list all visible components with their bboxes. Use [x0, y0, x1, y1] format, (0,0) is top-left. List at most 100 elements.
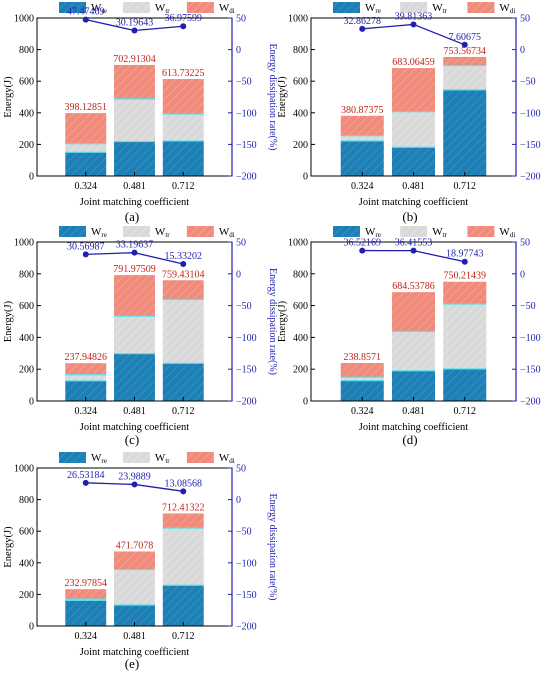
chart-panel: Wre Wtr Wdi 398.12851 702.91304 613.73225 0 200… — [3, 2, 278, 224]
panel-label: (d) — [402, 432, 417, 447]
y-tick-label: 800 — [19, 269, 34, 280]
y-axis-title: Energy(J) — [3, 526, 14, 568]
bar-w-di — [162, 513, 204, 529]
bar-w-tr — [162, 299, 204, 364]
dissipation-rate-point — [131, 27, 138, 34]
y2-axis-title: Energy dissipation rate(%) — [267, 493, 278, 600]
dissipation-rate-point — [82, 16, 89, 23]
bar-total-label: 232.97854 — [65, 578, 108, 589]
panel-label: (a) — [125, 209, 139, 224]
y2-tick-label: −150 — [520, 140, 541, 151]
legend-label-w-re: Wre — [91, 226, 107, 239]
y2-tick-label: −150 — [520, 365, 541, 376]
x-tick-label: 0.712 — [454, 406, 477, 417]
bar-total-label: 712.41322 — [162, 502, 205, 513]
x-axis-title: Joint matching coefficient — [359, 422, 469, 433]
dissipation-rate-point — [410, 247, 417, 254]
bar-total-label: 380.87375 — [341, 105, 384, 116]
y-tick-label: 600 — [19, 77, 34, 88]
bar-w-di — [391, 68, 436, 112]
y-axis-title: Energy(J) — [277, 300, 288, 342]
y-tick-label: 0 — [303, 397, 308, 408]
bar-total-label: 753.56734 — [444, 46, 487, 57]
dissipation-rate-point — [461, 41, 468, 48]
dissipation-rate-label: 30.19643 — [116, 18, 154, 29]
legend-swatch-w-tr — [400, 2, 428, 13]
bar-w-di — [443, 281, 487, 305]
x-tick-label: 0.324 — [351, 181, 374, 192]
dissipation-rate-label: 32.86278 — [344, 16, 382, 27]
bar-w-tr — [391, 331, 436, 371]
chart-panel: Wre Wtr Wdi 380.87375 683.06459 753.56734 0 200… — [277, 2, 541, 224]
x-tick-label: 0.324 — [351, 406, 374, 417]
dissipation-rate-label: 15.33202 — [165, 251, 203, 262]
dissipation-rate-label: 30.56987 — [67, 241, 105, 252]
bar-w-re — [114, 141, 155, 176]
legend-label-w-tr: Wtr — [432, 2, 447, 15]
chart-panel: Wre Wtr Wdi 232.97854 471.7078 712.41322 0 200 4… — [3, 452, 278, 671]
dissipation-rate-label: 33.19637 — [116, 240, 154, 251]
legend: Wre Wtr Wdi — [59, 452, 235, 465]
dissipation-rate-label: 36.52169 — [344, 238, 382, 249]
y-tick-label: 600 — [293, 77, 308, 88]
y2-tick-label: −100 — [236, 558, 257, 569]
bar-w-tr — [114, 98, 155, 142]
bar-w-re — [340, 380, 384, 401]
y2-tick-label: −50 — [520, 77, 536, 88]
bar-total-label: 398.12851 — [65, 102, 108, 113]
bar-w-tr — [340, 377, 384, 381]
y-tick-label: 1000 — [14, 14, 34, 25]
bar-w-re — [162, 363, 204, 401]
y2-tick-label: 50 — [236, 464, 246, 475]
x-axis-title: Joint matching coefficient — [80, 647, 190, 658]
y-tick-label: 800 — [293, 45, 308, 56]
legend-label-w-tr: Wtr — [432, 226, 447, 239]
x-tick-label: 0.324 — [75, 181, 98, 192]
y-tick-label: 1000 — [14, 464, 34, 475]
y-tick-label: 200 — [293, 365, 308, 376]
y-tick-label: 400 — [19, 558, 34, 569]
y2-tick-label: 50 — [520, 14, 530, 25]
bar-w-di — [114, 275, 155, 317]
y2-tick-label: 0 — [520, 269, 525, 280]
legend-swatch-w-re — [333, 226, 360, 237]
bar-w-tr — [65, 599, 107, 601]
dissipation-rate-label: 26.53184 — [67, 470, 105, 481]
y-tick-label: 0 — [29, 622, 34, 633]
legend-swatch-w-re — [59, 226, 86, 237]
y-tick-label: 200 — [19, 590, 34, 601]
legend-swatch-w-di — [467, 226, 495, 237]
bar-w-re — [65, 152, 107, 176]
legend-swatch-w-tr — [122, 452, 150, 463]
y2-tick-label: −100 — [236, 333, 257, 344]
legend-swatch-w-tr — [122, 2, 150, 13]
y-tick-label: 600 — [19, 527, 34, 538]
bar-w-re — [391, 147, 436, 176]
y2-tick-label: −100 — [236, 108, 257, 119]
legend: Wre Wtr Wdi — [59, 226, 235, 239]
panel-label: (b) — [402, 209, 417, 224]
legend-swatch-w-re — [333, 2, 360, 13]
chart-panel: Wre Wtr Wdi 237.94826 791.97509 759.43104 0 200… — [3, 226, 278, 447]
legend-label-w-di: Wdi — [219, 2, 235, 15]
y-tick-label: 200 — [19, 140, 34, 151]
bar-w-re — [443, 368, 487, 401]
x-tick-label: 0.481 — [402, 406, 425, 417]
dissipation-rate-label: 39.81363 — [395, 11, 433, 22]
x-tick-label: 0.481 — [402, 181, 425, 192]
bar-w-di — [162, 79, 204, 115]
dissipation-rate-label: 36.97599 — [165, 13, 203, 24]
bar-w-di — [65, 589, 107, 600]
bar-w-tr — [443, 304, 487, 369]
y-axis-title: Energy(J) — [277, 76, 288, 118]
bar-w-tr — [65, 374, 107, 381]
y-axis-title: Energy(J) — [3, 300, 14, 342]
x-tick-label: 0.712 — [172, 181, 195, 192]
y-tick-label: 0 — [303, 172, 308, 183]
dissipation-rate-point — [410, 21, 417, 28]
bar-w-re — [443, 89, 487, 176]
legend-swatch-w-di — [467, 2, 495, 13]
y-tick-label: 200 — [19, 365, 34, 376]
bar-w-tr — [340, 135, 384, 141]
y2-tick-label: −150 — [236, 590, 257, 601]
